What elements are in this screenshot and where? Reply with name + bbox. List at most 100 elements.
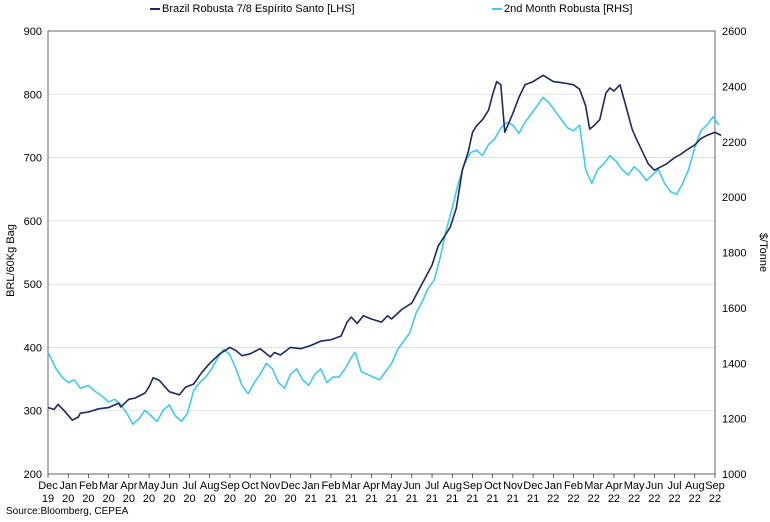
x-tick-year: 21 [345, 493, 357, 505]
x-tick-month: Sep [705, 480, 725, 492]
left-tick-label: 800 [24, 89, 42, 101]
source-note: Source:Bloomberg, CEPEA [6, 506, 129, 517]
x-tick-year: 19 [42, 493, 54, 505]
x-tick-year: 22 [689, 493, 701, 505]
x-tick-month: Jan [302, 480, 320, 492]
legend-item-2nd-month-robusta: 2nd Month Robusta [RHS] [492, 3, 632, 15]
x-tick-year: 20 [183, 493, 195, 505]
x-tick-month: Jul [668, 480, 682, 492]
right-tick-label: 2600 [722, 26, 746, 38]
x-tick-month: Jan [59, 480, 77, 492]
right-tick-label: 1400 [722, 358, 746, 370]
x-tick-year: 20 [264, 493, 276, 505]
legend-label-2nd-month: 2nd Month Robusta [RHS] [504, 3, 633, 15]
x-tick-year: 21 [305, 493, 317, 505]
x-tick-year: 22 [648, 493, 660, 505]
x-tick-month: Apr [363, 480, 380, 492]
x-tick-month: Dec [523, 480, 543, 492]
x-tick-month: Mar [584, 480, 603, 492]
x-tick-month: Jun [645, 480, 663, 492]
x-tick-month: Jan [544, 480, 562, 492]
x-tick-year: 22 [588, 493, 600, 505]
x-tick-year: 21 [446, 493, 458, 505]
x-tick-month: Feb [79, 480, 98, 492]
right-tick-label: 1000 [722, 469, 746, 481]
x-tick-year: 21 [466, 493, 478, 505]
x-tick-month: Dec [38, 480, 58, 492]
x-tick-month: Nov [503, 480, 523, 492]
x-tick-year: 20 [143, 493, 155, 505]
x-tick-month: Mar [342, 480, 361, 492]
x-tick-year: 20 [204, 493, 216, 505]
x-tick-year: 21 [385, 493, 397, 505]
left-tick-label: 900 [24, 26, 42, 38]
x-tick-month: Aug [442, 480, 462, 492]
right-tick-label: 1200 [722, 414, 746, 426]
x-tick-year: 21 [426, 493, 438, 505]
x-tick-month: Aug [685, 480, 705, 492]
x-tick-month: Jun [160, 480, 178, 492]
x-tick-year: 21 [325, 493, 337, 505]
right-tick-label: 2200 [722, 137, 746, 149]
left-tick-label: 500 [24, 279, 42, 291]
x-tick-year: 22 [628, 493, 640, 505]
x-tick-month: May [381, 480, 402, 492]
plot-frame [47, 30, 716, 475]
x-tick-month: Sep [220, 480, 240, 492]
legend-swatch-brazil [150, 8, 160, 11]
x-tick-year: 21 [487, 493, 499, 505]
x-tick-month: Dec [281, 480, 301, 492]
x-tick-year: 20 [103, 493, 115, 505]
x-tick-year: 21 [406, 493, 418, 505]
x-tick-year: 22 [608, 493, 620, 505]
x-tick-month: Feb [321, 480, 340, 492]
x-tick-year: 22 [709, 493, 721, 505]
right-axis-title: $/Tonne [757, 233, 769, 272]
x-tick-month: Apr [120, 480, 137, 492]
x-tick-month: May [624, 480, 645, 492]
x-tick-month: Apr [605, 480, 622, 492]
right-tick-label: 2000 [722, 192, 746, 204]
x-tick-month: Oct [484, 480, 501, 492]
axes: 200 300 400 500 600 700 800 900 1000 1200 1400 1600… [24, 26, 747, 505]
x-tick-month: Aug [200, 480, 220, 492]
legend-item-brazil-robusta: Brazil Robusta 7/8 Espírito Santo [LHS] [150, 3, 355, 15]
x-tick-year: 20 [284, 493, 296, 505]
right-tick-label: 1800 [722, 248, 746, 260]
right-tick-label: 1600 [722, 303, 746, 315]
x-tick-year: 20 [224, 493, 236, 505]
left-tick-label: 400 [24, 342, 42, 354]
series-line-brazil-robusta [47, 74, 722, 422]
x-tick-year: 20 [123, 493, 135, 505]
left-axis-title: BRL/60Kg Bag [5, 224, 17, 297]
x-tick-year: 21 [527, 493, 539, 505]
x-tick-month: Mar [99, 480, 118, 492]
x-tick-month: Jul [425, 480, 439, 492]
x-tick-month: May [139, 480, 160, 492]
x-tick-month: Jun [403, 480, 421, 492]
x-tick-month: Oct [242, 480, 259, 492]
x-tick-month: Feb [564, 480, 583, 492]
left-tick-label: 700 [24, 153, 42, 165]
right-tick-label: 2400 [722, 81, 746, 93]
legend-label-brazil: Brazil Robusta 7/8 Espírito Santo [LHS] [162, 3, 355, 15]
series-line-2nd-month-robusta [47, 96, 720, 426]
gridlines [48, 93, 715, 412]
x-tick-month: Nov [261, 480, 281, 492]
legend-swatch-2nd-month [492, 8, 502, 11]
x-tick-year: 20 [62, 493, 74, 505]
series-group [47, 74, 722, 426]
x-tick-month: Jul [182, 480, 196, 492]
x-tick-year: 21 [507, 493, 519, 505]
x-tick-month: Sep [463, 480, 483, 492]
x-tick-year: 22 [567, 493, 579, 505]
left-tick-label: 300 [24, 406, 42, 418]
x-tick-year: 20 [244, 493, 256, 505]
left-tick-label: 200 [24, 469, 42, 481]
x-tick-year: 21 [365, 493, 377, 505]
x-tick-year: 22 [668, 493, 680, 505]
x-tick-year: 20 [163, 493, 175, 505]
x-tick-year: 20 [82, 493, 94, 505]
x-tick-year: 22 [547, 493, 559, 505]
